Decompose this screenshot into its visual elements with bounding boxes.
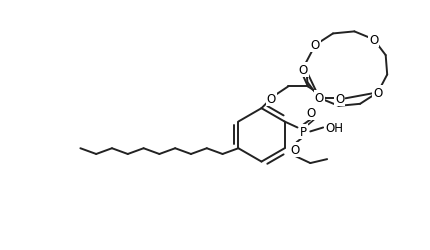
Text: O: O xyxy=(314,92,323,105)
Text: OH: OH xyxy=(324,122,342,134)
Text: O: O xyxy=(306,107,315,120)
Text: O: O xyxy=(290,143,299,156)
Text: O: O xyxy=(298,64,307,77)
Text: O: O xyxy=(368,34,378,47)
Text: O: O xyxy=(266,92,275,105)
Text: O: O xyxy=(310,39,319,52)
Text: P: P xyxy=(299,126,306,138)
Text: O: O xyxy=(372,86,381,100)
Text: O: O xyxy=(334,92,344,105)
